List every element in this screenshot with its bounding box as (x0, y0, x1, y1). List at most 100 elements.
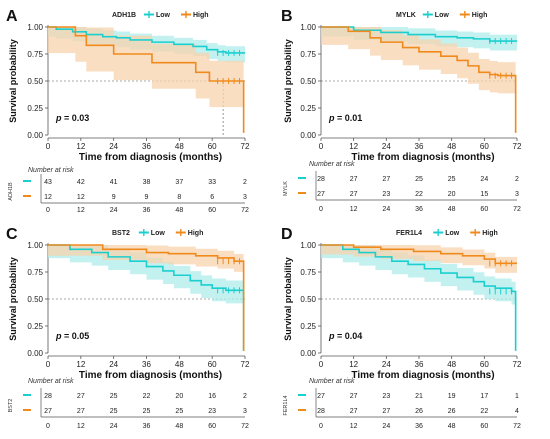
risk-table-gene-label: FER1L4 (283, 395, 289, 415)
risk-table-x-tick: 36 (143, 207, 151, 214)
x-tick-label: 60 (208, 142, 217, 151)
x-axis-label: Time from diagnosis (months) (351, 370, 494, 381)
risk-count-low: 28 (317, 176, 325, 183)
survival-curve-high (48, 26, 245, 133)
risk-count-low: 37 (175, 179, 183, 186)
risk-count-low: 41 (110, 179, 118, 186)
panel-letter: A (6, 8, 18, 25)
y-tick-label: 0.00 (300, 349, 316, 358)
risk-table-x-tick: 36 (143, 423, 151, 430)
legend-gene-name: FER1L4 (396, 230, 422, 237)
y-tick-label: 0.25 (300, 104, 316, 113)
survival-curve-low (321, 244, 517, 351)
legend-label-low: Low (156, 12, 171, 19)
y-tick-label: 0.50 (300, 77, 316, 86)
risk-count-low: 38 (143, 179, 151, 186)
legend-label-high: High (482, 230, 498, 237)
risk-count-high: 22 (415, 191, 423, 198)
risk-table-x-tick: 12 (77, 207, 85, 214)
risk-count-high: 25 (143, 408, 151, 415)
x-tick-label: 0 (46, 142, 51, 151)
confidence-band-high (48, 27, 244, 108)
x-tick-label: 72 (513, 142, 522, 151)
risk-table-x-tick: 24 (382, 206, 390, 213)
legend-gene-name: ADH1B (112, 12, 136, 19)
risk-table-x-tick: 48 (448, 423, 456, 430)
legend-label-high: High (193, 12, 209, 19)
risk-table-x-tick: 0 (46, 207, 50, 214)
risk-count-high: 26 (415, 408, 423, 415)
risk-count-high: 22 (480, 408, 488, 415)
x-tick-label: 36 (415, 142, 424, 151)
risk-table-x-tick: 60 (480, 206, 488, 213)
y-tick-label: 0.25 (27, 104, 43, 113)
risk-count-high: 27 (382, 408, 390, 415)
y-axis-label: Survival probability (8, 39, 18, 123)
y-tick-label: 0.75 (27, 50, 43, 59)
y-tick-label: 1.00 (300, 23, 316, 32)
legend-label-low: Low (445, 230, 460, 237)
legend-label-high: High (188, 230, 204, 237)
risk-count-high: 3 (243, 194, 247, 201)
legend-label-low: Low (151, 230, 166, 237)
risk-count-low: 42 (77, 179, 85, 186)
y-tick-label: 1.00 (27, 23, 43, 32)
risk-count-low: 27 (382, 176, 390, 183)
x-tick-label: 72 (241, 142, 250, 151)
risk-count-low: 27 (350, 393, 358, 400)
x-tick-label: 72 (513, 360, 522, 369)
x-tick-label: 48 (447, 142, 456, 151)
x-tick-label: 0 (319, 142, 324, 151)
legend-gene-name: BST2 (112, 230, 130, 237)
risk-count-high: 23 (208, 408, 216, 415)
risk-count-high: 25 (175, 408, 183, 415)
risk-count-low: 25 (415, 176, 423, 183)
risk-count-high: 3 (515, 191, 519, 198)
risk-count-high: 20 (448, 191, 456, 198)
y-tick-label: 0.00 (27, 349, 43, 358)
risk-table-x-tick: 0 (319, 206, 323, 213)
x-axis-label: Time from diagnosis (months) (79, 370, 222, 381)
x-tick-label: 12 (349, 360, 358, 369)
survival-curve-high (48, 244, 245, 351)
y-tick-label: 1.00 (27, 241, 43, 250)
y-tick-label: 1.00 (300, 241, 316, 250)
p-value-annotation: p = 0.03 (55, 113, 89, 123)
risk-count-low: 19 (448, 393, 456, 400)
confidence-band-low (48, 245, 244, 304)
p-value: = 0.04 (335, 331, 363, 341)
confidence-band-high (321, 27, 516, 94)
risk-table-x-tick: 48 (175, 207, 183, 214)
x-tick-label: 0 (319, 360, 324, 369)
risk-count-high: 27 (44, 408, 52, 415)
risk-count-low: 25 (448, 176, 456, 183)
risk-table-title: Number at risk (28, 167, 74, 174)
risk-table-gene-label: ADH1B (8, 182, 14, 201)
risk-count-low: 43 (44, 179, 52, 186)
risk-table-title: Number at risk (309, 161, 355, 168)
p-value-annotation: p = 0.05 (55, 331, 89, 341)
x-tick-label: 72 (241, 360, 250, 369)
p-value: = 0.05 (62, 331, 90, 341)
risk-count-low: 2 (243, 179, 247, 186)
risk-count-low: 25 (110, 393, 118, 400)
risk-count-high: 27 (317, 191, 325, 198)
y-tick-label: 0.00 (27, 131, 43, 140)
x-tick-label: 36 (142, 142, 151, 151)
risk-count-low: 33 (208, 179, 216, 186)
x-tick-label: 24 (382, 360, 391, 369)
risk-count-high: 4 (515, 408, 519, 415)
risk-table-x-tick: 48 (175, 423, 183, 430)
survival-curve-low (321, 26, 517, 42)
x-tick-label: 48 (175, 360, 184, 369)
risk-table-x-tick: 60 (208, 207, 216, 214)
risk-count-low: 27 (77, 393, 85, 400)
x-tick-label: 60 (480, 142, 489, 151)
legend-gene-name: MYLK (396, 12, 416, 19)
risk-count-low: 20 (175, 393, 183, 400)
risk-count-high: 3 (243, 408, 247, 415)
risk-count-low: 22 (143, 393, 151, 400)
risk-count-high: 15 (480, 191, 488, 198)
survival-curve-high (321, 244, 517, 265)
